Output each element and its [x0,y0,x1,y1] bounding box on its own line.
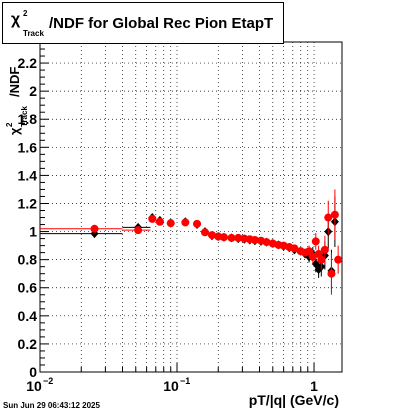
marker-circle [134,226,143,235]
data-point [330,189,339,240]
marker-circle [219,233,228,242]
x-tick-label: 10 −1 [163,376,190,394]
data-point [290,244,299,253]
marker-circle [193,219,202,228]
series-1 [40,196,339,292]
data-point [122,226,151,235]
title-box: χ 2 Track /NDF for Global Rec Pion EtapT [2,2,284,44]
x-tick-label-exp: −2 [43,376,53,386]
data-point [262,238,271,247]
y-tick-label: 1 [29,224,37,240]
marker-circle [317,255,326,264]
series-2 [40,189,343,295]
plot-frame [39,41,343,373]
x-tick-label: 1 [310,378,318,394]
x-tick-label-base: 1 [310,378,318,394]
data-point [166,219,175,228]
data-point [181,218,190,227]
y-axis-label-sub: Track [20,106,29,127]
x-tick-label-base: 10 [26,378,42,394]
data-point [200,228,209,237]
title-sup: 2 [23,9,28,18]
y-tick-label: 1.4 [18,167,38,183]
marker-circle [250,236,259,244]
y-tick-label: 0.4 [18,308,38,324]
y-tick-label: 0.6 [18,280,38,296]
data-point [40,224,123,233]
y-tick-label: 2 [29,83,37,99]
marker-circle [334,255,343,264]
data-point [207,231,216,240]
data-point [155,217,164,226]
marker-circle [305,247,314,256]
data-point [219,233,228,242]
marker-circle [330,210,339,219]
y-tick-label: 0.2 [18,336,38,352]
data-point [334,245,343,274]
y-axis-label-symbol: χ [7,127,22,135]
marker-circle [227,233,236,242]
axis-ticks [39,41,315,373]
y-axis-label-rest: /NDF [7,67,22,97]
marker-circle [200,228,209,237]
marker-circle [166,219,175,228]
x-tick-label: 10 −2 [26,376,53,394]
data-point [320,235,329,264]
data-point [327,252,336,295]
marker-circle [155,217,164,226]
y-axis-label-sup: 2 [5,122,14,127]
marker-circle [181,218,190,227]
x-tick-label-base: 10 [163,378,179,394]
y-tick-label: 0.8 [18,252,38,268]
data-point [317,249,326,270]
data-point [193,219,202,228]
marker-circle [148,214,157,223]
timestamp: Sun Jun 29 06:43:12 2025 [3,401,100,410]
y-tick-label: 2.2 [18,55,38,71]
title-sub: Track [23,29,44,38]
y-tick-label: 1.6 [18,139,38,155]
x-axis-label: pT/|q| (GeV/c) [249,392,339,408]
data-point [250,236,259,244]
marker-circle [90,224,99,233]
data-point [227,233,236,242]
x-tick-labels: 10 −2 10 −1 1 [26,376,318,394]
y-tick-label: 0 [29,364,37,380]
y-tick-labels: 0 0.2 0.4 0.6 0.8 1 1.2 1.4 1.6 1.8 2 2.2 [18,55,38,380]
data-point [305,245,314,257]
grid [40,42,342,372]
marker-circle [262,238,271,247]
marker-circle [324,213,333,222]
y-tick-label: 1.8 [18,111,38,127]
data-point [324,200,333,235]
chart-title: /NDF for Global Rec Pion EtapT [49,15,274,32]
data-point [234,233,243,242]
x-tick-label-exp: −1 [180,376,190,386]
series-layer [40,189,343,295]
data-point [311,232,320,250]
marker-circle [320,245,329,254]
marker-circle [327,269,336,278]
y-axis-label: χ 2 Track /NDF [5,67,29,135]
title-symbol: χ [11,11,21,28]
marker-circle [234,233,243,242]
y-tick-label: 1.2 [18,195,38,211]
marker-circle [207,231,216,240]
marker-circle [311,237,320,246]
data-point [148,214,157,223]
marker-circle [290,244,299,253]
